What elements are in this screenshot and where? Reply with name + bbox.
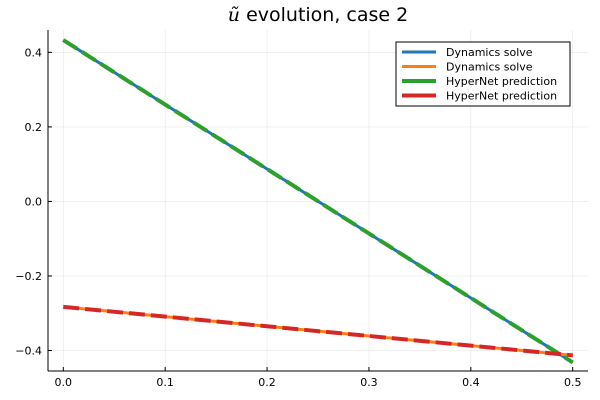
x-tick-label: 0.1 [156,376,174,389]
legend-label-4: HyperNet prediction [446,90,557,103]
series-line-3 [62,38,574,365]
legend-label-3: HyperNet prediction [446,75,557,88]
y-tick-label: 0.2 [25,121,43,134]
y-tick-label: −0.4 [15,345,42,358]
series-lines [62,38,574,365]
x-tick-label: 0.3 [360,376,378,389]
x-tick-label: 0.0 [55,376,73,389]
x-tick-label: 0.5 [564,376,582,389]
series-line-4 [63,304,573,358]
legend-label-1: Dynamics solve [446,46,533,59]
axes: 0.0 0.1 0.2 0.3 0.4 0.5 −0.4 −0.2 0.0 0.2 0.4 [15,30,588,389]
x-tick-label: 0.4 [462,376,480,389]
x-tick-label: 0.2 [258,376,276,389]
chart-title: ũ evolution, case 2 [228,4,408,26]
y-tick-label: 0.0 [25,195,43,208]
legend-label-2: Dynamics solve [446,61,533,74]
y-tick-label: −0.2 [15,270,42,283]
y-tick-label: 0.4 [25,46,43,59]
